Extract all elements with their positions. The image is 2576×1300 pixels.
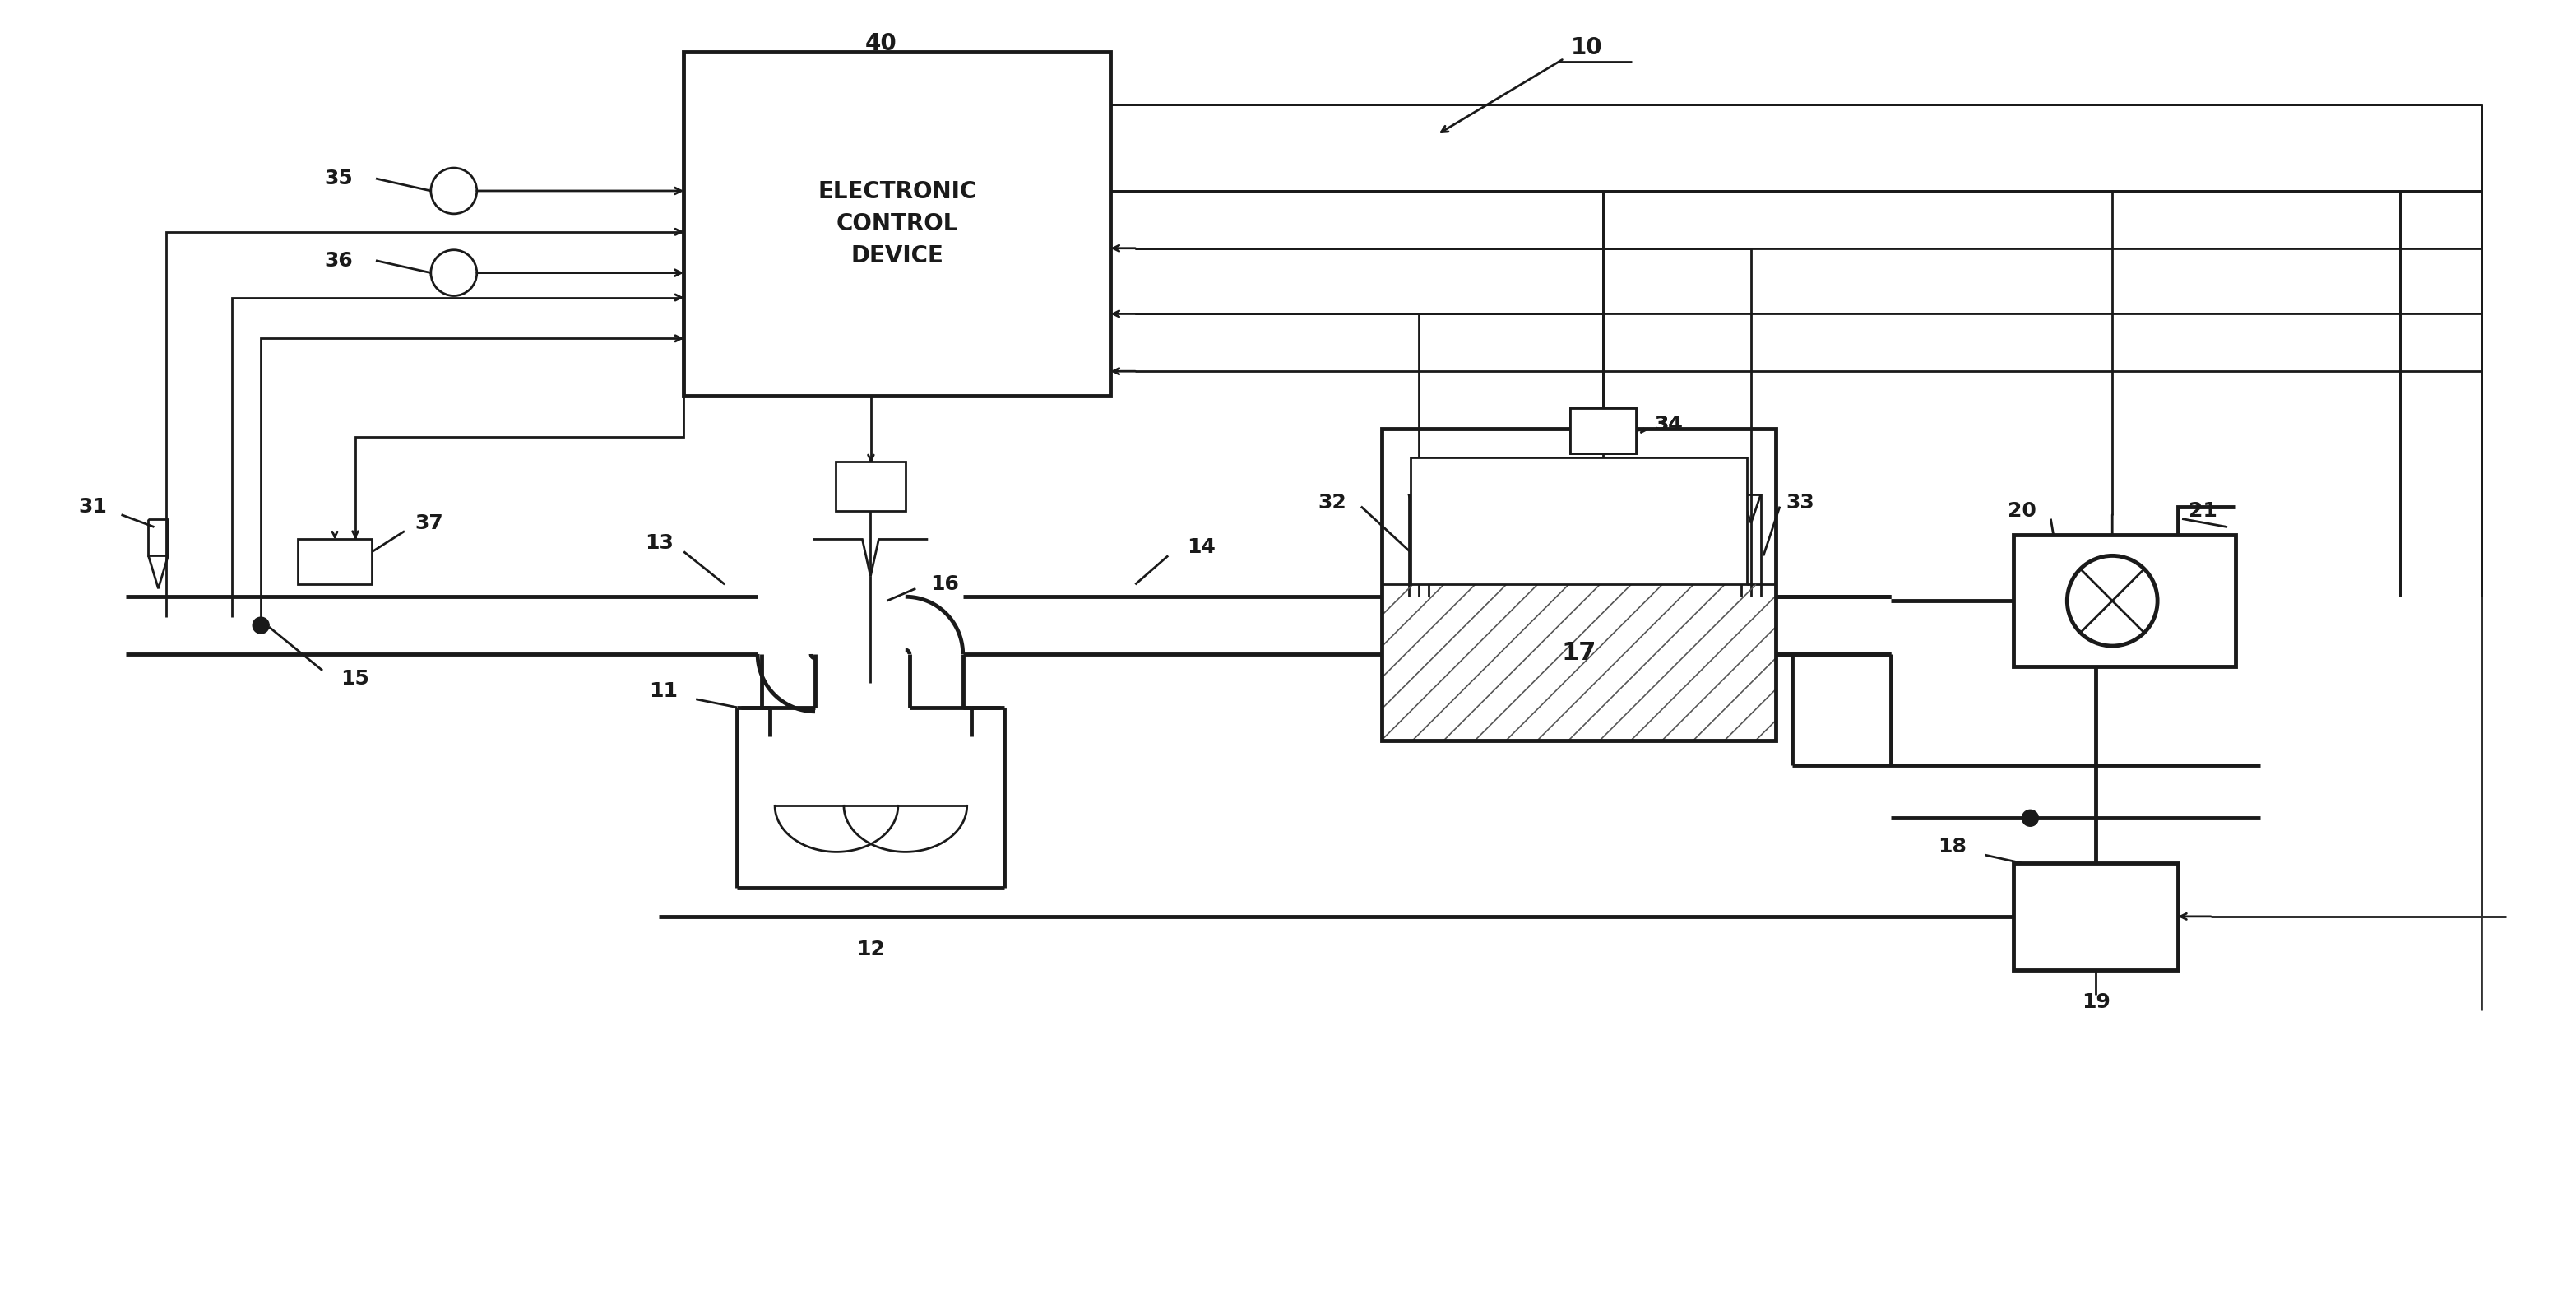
Text: ELECTRONIC
CONTROL
DEVICE: ELECTRONIC CONTROL DEVICE <box>817 179 976 268</box>
Circle shape <box>252 618 268 633</box>
Bar <box>2014 863 2177 970</box>
Bar <box>835 462 904 511</box>
Bar <box>1381 429 1775 740</box>
Text: 33: 33 <box>1785 493 1814 512</box>
Text: 20: 20 <box>2007 501 2038 520</box>
Text: 17: 17 <box>1561 641 1597 664</box>
Text: 21: 21 <box>2187 501 2218 520</box>
Text: 40: 40 <box>866 31 896 55</box>
Text: 13: 13 <box>644 533 672 554</box>
Text: 16: 16 <box>930 575 958 594</box>
Circle shape <box>2022 810 2038 827</box>
Text: 12: 12 <box>858 940 886 959</box>
Text: 19: 19 <box>2081 993 2110 1013</box>
Text: 14: 14 <box>1188 538 1216 558</box>
Bar <box>1409 458 1747 585</box>
Text: 37: 37 <box>415 514 443 533</box>
Bar <box>299 540 371 585</box>
Text: 15: 15 <box>340 668 371 689</box>
Text: 11: 11 <box>649 681 677 701</box>
Bar <box>683 52 1110 395</box>
Text: 31: 31 <box>77 497 108 516</box>
Text: 18: 18 <box>1937 837 1965 857</box>
Bar <box>2014 536 2236 667</box>
Bar <box>1571 408 1636 454</box>
Text: 34: 34 <box>1654 415 1682 434</box>
Text: 34: 34 <box>1654 415 1682 434</box>
Text: 10: 10 <box>1571 36 1602 58</box>
Bar <box>1571 408 1636 454</box>
Text: 35: 35 <box>325 169 353 188</box>
Text: 36: 36 <box>325 251 353 270</box>
Text: 32: 32 <box>1319 493 1347 512</box>
